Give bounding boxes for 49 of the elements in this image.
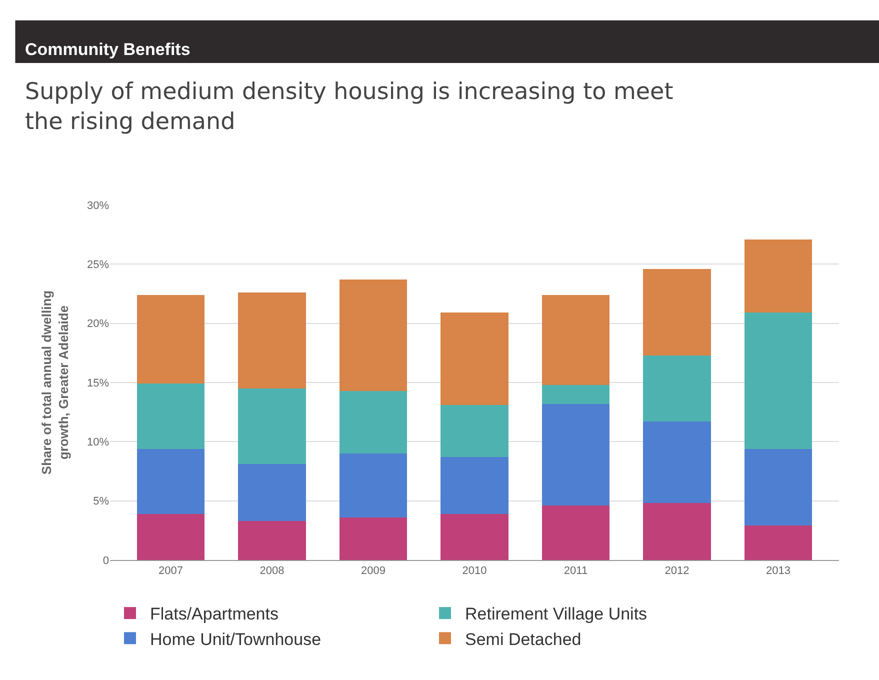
- y-tick-label: 10%: [86, 436, 110, 449]
- bar: [643, 422, 711, 504]
- y-tick-label: 15%: [86, 377, 110, 390]
- y-tick-label: 5%: [93, 496, 110, 508]
- bar: [136, 514, 205, 560]
- legend-label: Semi Detached: [465, 630, 582, 649]
- x-tick-label: 2008: [260, 565, 284, 578]
- bar: [440, 457, 508, 514]
- bar: [136, 384, 205, 449]
- legend-label: Flats/Apartments: [150, 604, 278, 624]
- bar: [643, 503, 711, 560]
- x-tick-label: 2007: [158, 565, 183, 578]
- bar: [136, 448, 205, 514]
- bar: [542, 404, 610, 506]
- bar: [440, 514, 508, 560]
- bar: [238, 520, 306, 560]
- x-tick-label: 2010: [462, 565, 487, 578]
- bar: [542, 294, 610, 385]
- bar: [238, 388, 306, 464]
- x-tick-label: 2011: [564, 565, 588, 578]
- bar: [440, 404, 508, 458]
- bar: [643, 355, 711, 422]
- bar: [136, 294, 205, 384]
- bar: [339, 390, 408, 454]
- bar: [339, 280, 408, 391]
- bar: [744, 312, 812, 449]
- bar: [542, 384, 610, 404]
- legend-label: Home Unit/Townhouse: [150, 630, 322, 649]
- bar: [542, 506, 610, 560]
- bar: [744, 239, 812, 313]
- bar: [238, 464, 306, 521]
- bar: [440, 312, 508, 405]
- bar: [744, 448, 812, 526]
- y-tick-label: 0: [102, 554, 109, 567]
- y-tick-label: 25%: [86, 259, 110, 272]
- x-tick-label: 2009: [361, 565, 386, 578]
- legend-label: Retirement Village Units: [465, 604, 648, 624]
- bar: [339, 517, 408, 560]
- y-tick-label: 30%: [86, 200, 110, 212]
- bar: [238, 292, 306, 388]
- x-tick-label: 2012: [664, 565, 690, 578]
- y-tick-label: 20%: [86, 318, 110, 330]
- bar: [744, 526, 812, 560]
- bar: [643, 268, 711, 356]
- x-tick-label: 2013: [766, 565, 790, 578]
- bar: [339, 454, 408, 518]
- chart-subtitle: Supply of medium density housing is increasing to meet the rising demand: [25, 79, 674, 135]
- y-axis-title: Share of total annual dwelling growth, Greater Adelaide: [39, 290, 71, 475]
- chart-title: Community Benefits: [25, 40, 190, 59]
